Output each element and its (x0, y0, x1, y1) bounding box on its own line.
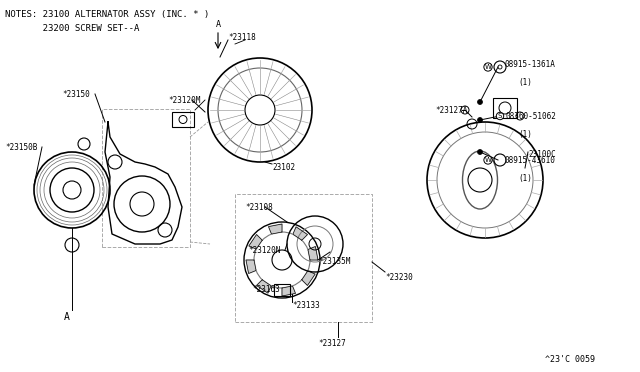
Text: A: A (64, 312, 70, 322)
Bar (274, 284, 290, 296)
Text: *23108: *23108 (245, 202, 273, 212)
Text: *23120M: *23120M (168, 96, 200, 105)
Text: 08360-51062: 08360-51062 (506, 112, 557, 121)
Text: *23127A: *23127A (435, 106, 467, 115)
Polygon shape (293, 227, 307, 240)
Polygon shape (257, 280, 271, 293)
Bar (493, 98, 517, 118)
Text: S: S (498, 113, 502, 119)
Text: *23127: *23127 (318, 340, 346, 349)
Text: 23100C: 23100C (528, 150, 556, 158)
Polygon shape (302, 271, 315, 285)
Text: W: W (484, 64, 492, 70)
Circle shape (477, 99, 483, 105)
Text: *23135M: *23135M (318, 257, 350, 266)
Polygon shape (308, 247, 318, 260)
Text: 23102: 23102 (272, 163, 295, 171)
Polygon shape (249, 234, 262, 249)
Circle shape (477, 118, 483, 122)
Text: *23133: *23133 (292, 301, 320, 310)
Text: 08915-1361A: 08915-1361A (505, 60, 556, 68)
Text: *23163: *23163 (252, 285, 280, 295)
Polygon shape (282, 286, 296, 296)
Circle shape (477, 150, 483, 154)
Bar (172, 112, 194, 127)
Text: (1): (1) (518, 77, 532, 87)
Polygon shape (269, 224, 282, 234)
Text: 23200 SCREW SET--A: 23200 SCREW SET--A (5, 23, 140, 32)
Text: A: A (216, 19, 221, 29)
Text: (1): (1) (518, 129, 532, 138)
Text: W: W (484, 157, 492, 163)
Text: *23150: *23150 (62, 90, 90, 99)
Text: (1): (1) (518, 173, 532, 183)
Text: *23120N: *23120N (248, 246, 280, 254)
Text: 08915-43610: 08915-43610 (505, 155, 556, 164)
Text: *23230: *23230 (385, 273, 413, 282)
Text: ^23'C 0059: ^23'C 0059 (545, 356, 595, 365)
Text: *23118: *23118 (228, 32, 256, 42)
Polygon shape (246, 260, 256, 273)
Text: NOTES: 23100 ALTERNATOR ASSY (INC. * ): NOTES: 23100 ALTERNATOR ASSY (INC. * ) (5, 10, 209, 19)
Text: *23150B: *23150B (5, 142, 37, 151)
